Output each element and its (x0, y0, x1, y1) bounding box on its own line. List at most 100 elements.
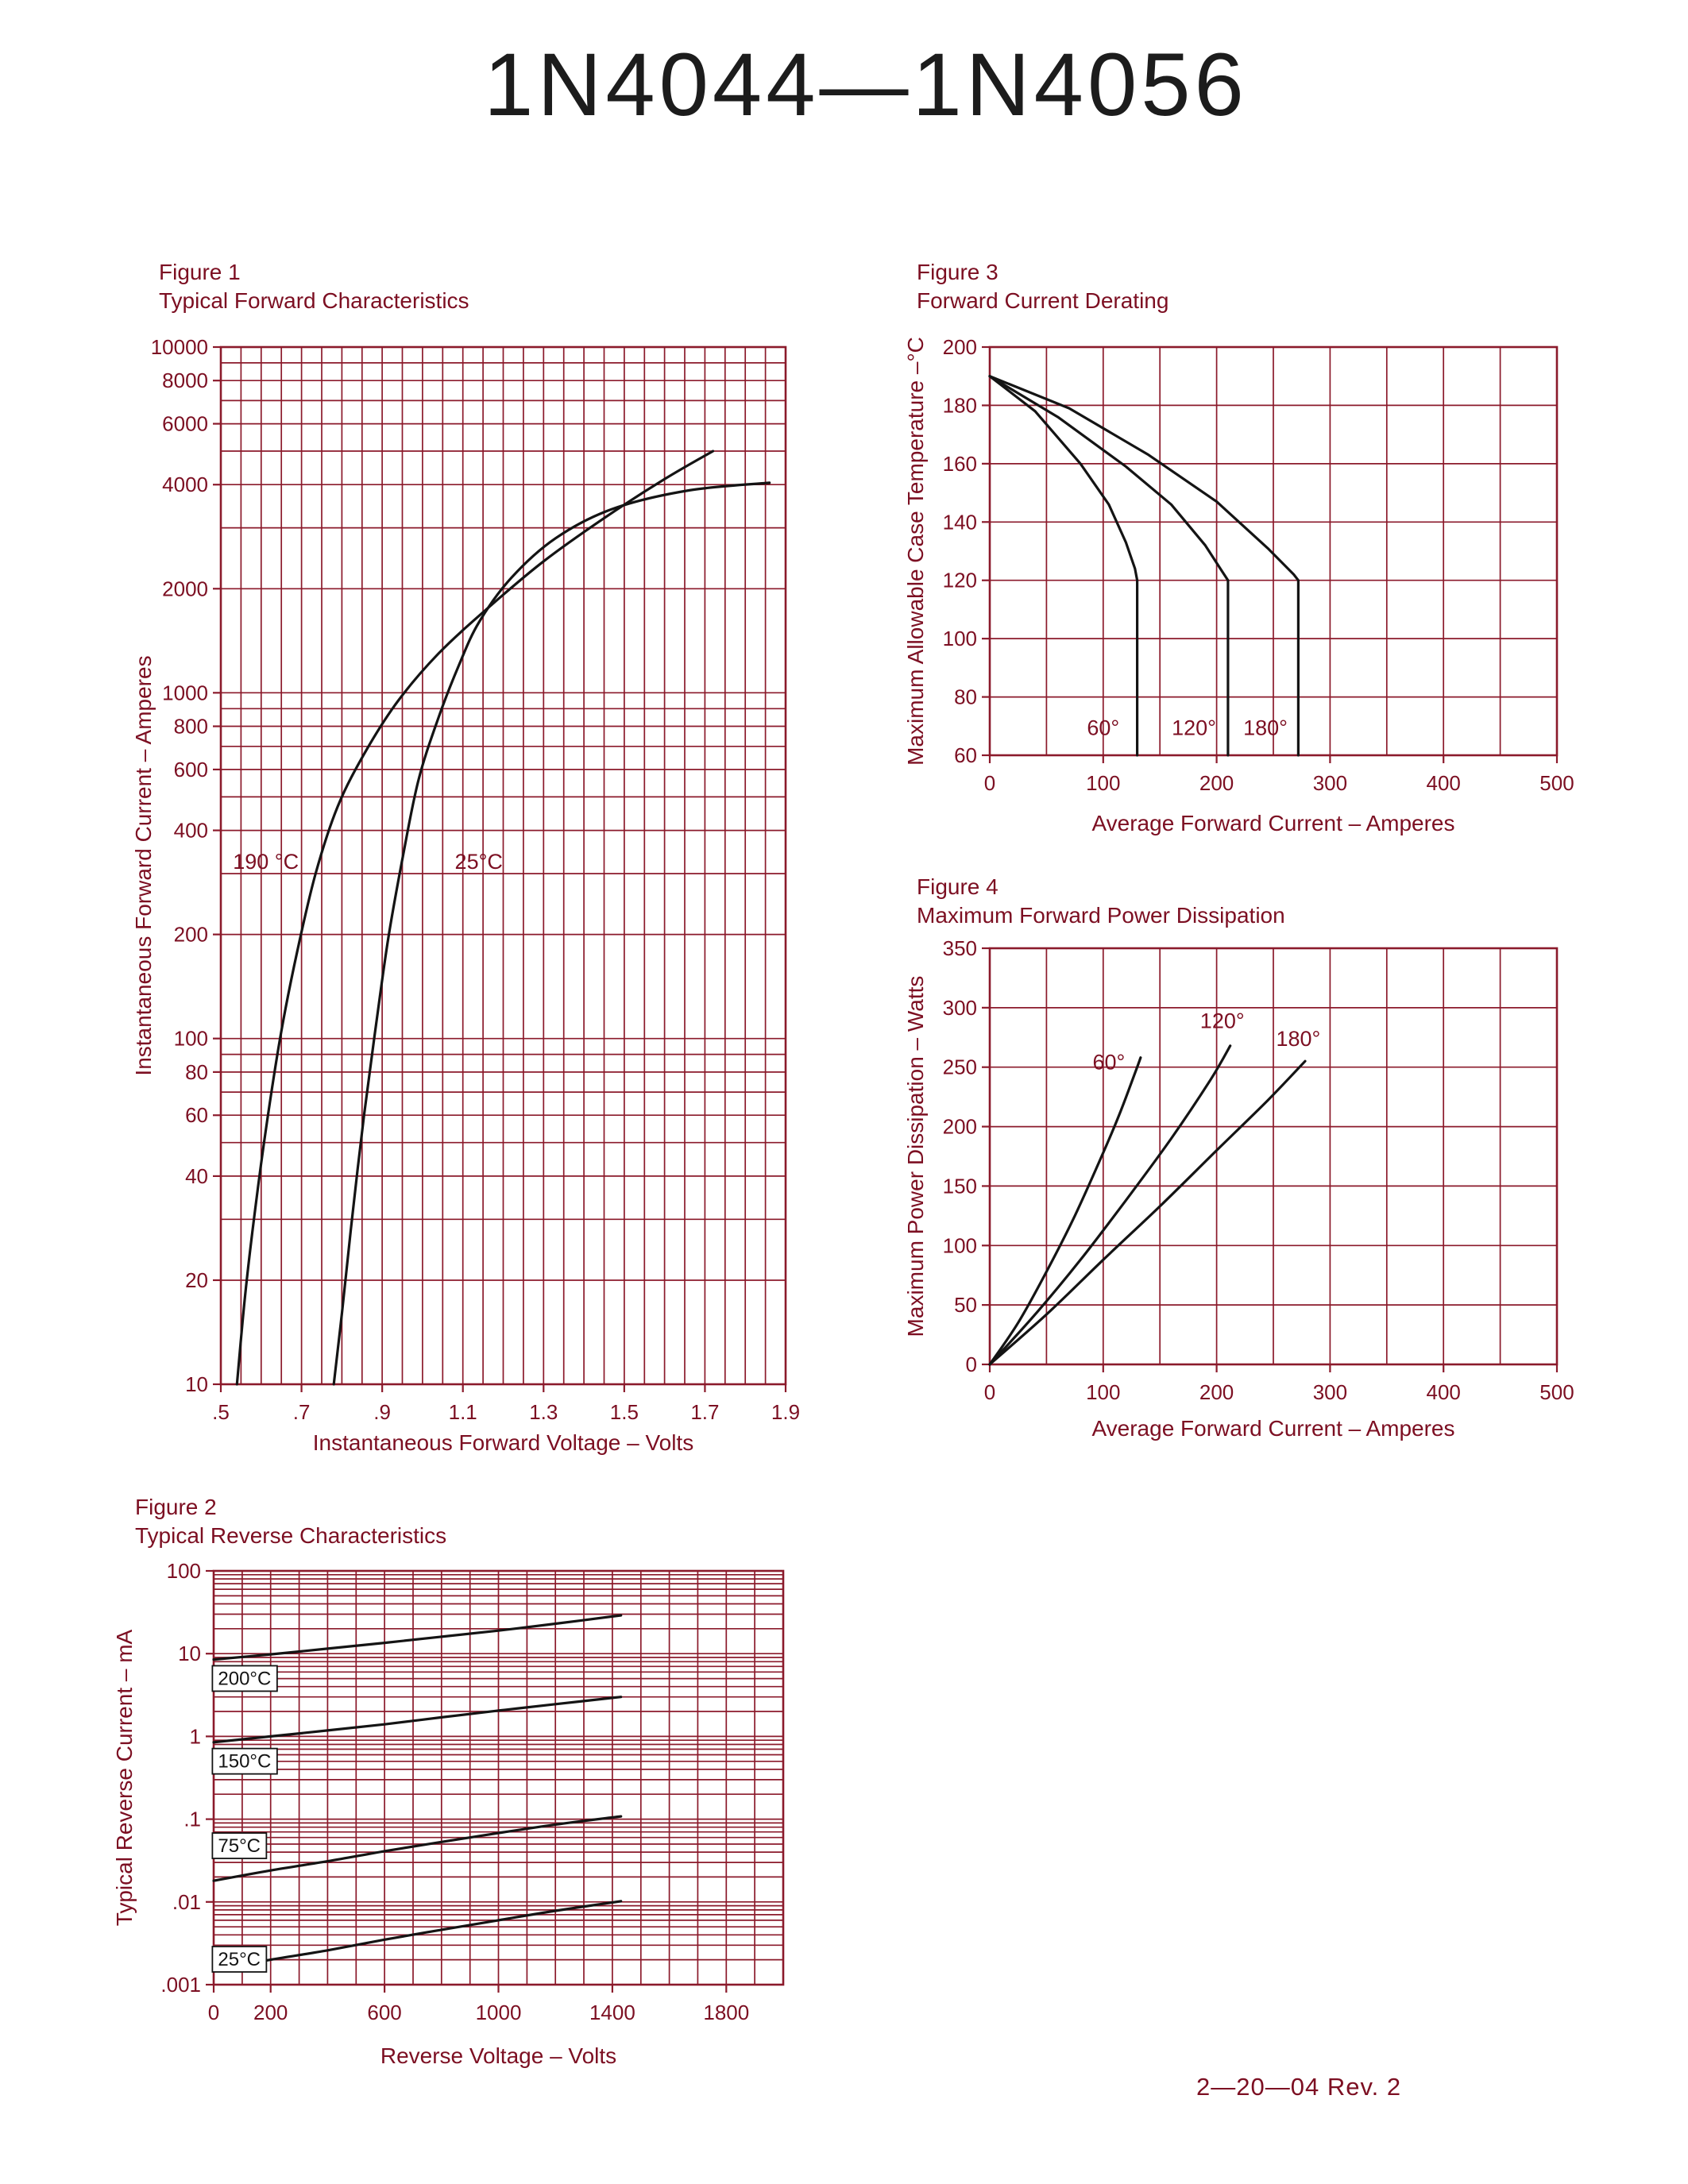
svg-text:500: 500 (1539, 771, 1574, 795)
svg-text:.001: .001 (160, 1973, 201, 1997)
svg-text:1800: 1800 (703, 2001, 749, 2024)
fig2-curve-label-box-75C (211, 1832, 268, 1859)
svg-text:100: 100 (167, 1559, 201, 1583)
fig4-curve-180 (988, 1059, 1307, 1366)
fig2-curve-75C (212, 1815, 623, 1882)
fig2-curve-200C (212, 1614, 623, 1661)
fig4-curve-label-120: 120° (1200, 1009, 1245, 1032)
svg-text:800: 800 (174, 715, 208, 739)
svg-text:.5: .5 (212, 1400, 230, 1424)
svg-text:10: 10 (178, 1642, 201, 1665)
fig4-x-axis-title: Average Forward Current – Amperes (1091, 1416, 1454, 1441)
svg-text:300: 300 (1313, 771, 1347, 795)
svg-text:1: 1 (190, 1724, 201, 1748)
svg-text:100: 100 (943, 1233, 977, 1257)
svg-text:200: 200 (174, 923, 208, 947)
svg-text:100: 100 (943, 627, 977, 650)
fig4: 0 100 200 300 400 500350300250200150100500Fig… (903, 874, 1574, 1441)
fig1: .5 .7 .9 1.1 1.3 1.5 1.7 1.9 10000 8000 6000 4000 20… (131, 260, 800, 1455)
svg-text:1.3: 1.3 (529, 1400, 558, 1424)
svg-text:1000: 1000 (476, 2001, 522, 2024)
fig1-plot-border (219, 345, 787, 1386)
svg-text:60: 60 (954, 743, 977, 767)
svg-text:400: 400 (1427, 771, 1461, 795)
fig1-curve-190C (235, 450, 715, 1386)
svg-text:.7: .7 (293, 1400, 311, 1424)
fig2-x-axis-title: Reverse Voltage – Volts (380, 2043, 616, 2068)
svg-text:4000: 4000 (162, 473, 208, 496)
fig4-plot-border (988, 947, 1559, 1366)
svg-text:120: 120 (943, 569, 977, 592)
fig3-plot-border (988, 345, 1559, 757)
svg-text:.1: .1 (183, 1808, 201, 1831)
fig3-tick-labels: 0 100 200 300 400 500 200 180 160 140 120 100 80 60 (943, 335, 1574, 795)
fig2-curve-label-box-200C (211, 1665, 278, 1692)
fig4-curve-label-60: 60° (1093, 1051, 1126, 1075)
fig3-curve-60 (988, 375, 1139, 757)
fig2-grid (213, 1570, 784, 1985)
fig2-curve-label-25C: 25°C (218, 1949, 261, 1970)
fig3-y-axis-title: Maximum Allowable Case Temperature –°C (903, 337, 928, 766)
svg-text:2000: 2000 (162, 577, 208, 600)
svg-text:100: 100 (1086, 1380, 1120, 1404)
svg-text:250: 250 (943, 1055, 977, 1079)
svg-text:1.9: 1.9 (771, 1400, 800, 1424)
fig1-curve-25C (332, 481, 771, 1386)
svg-text:1.5: 1.5 (610, 1400, 639, 1424)
fig4-subtitle: Maximum Forward Power Dissipation (917, 903, 1285, 928)
revision-note: 2—20—04 Rev. 2 (1196, 2073, 1402, 2101)
svg-text:6000: 6000 (162, 412, 208, 436)
fig2-curve-label-box-150C (211, 1747, 278, 1775)
fig3-curve-180 (988, 375, 1300, 757)
fig3-curve-label-60: 60° (1087, 716, 1119, 739)
fig1-curve-label-190C: 190 °C (233, 850, 299, 874)
svg-text:180: 180 (943, 393, 977, 417)
svg-text:160: 160 (943, 452, 977, 476)
svg-text:100: 100 (1086, 771, 1120, 795)
fig3-curve-label-120: 120° (1172, 716, 1216, 739)
svg-text:600: 600 (174, 758, 208, 781)
fig2-curve-label-150C: 150°C (218, 1751, 271, 1773)
fig1-x-axis-title: Instantaneous Forward Voltage – Volts (313, 1430, 693, 1455)
page-title: 1N4044—1N4056 (484, 35, 1248, 134)
fig3: 0 100 200 300 400 500 200 180 160 140 120 100 80 60 Fi… (903, 260, 1574, 835)
svg-text:.01: .01 (172, 1890, 201, 1914)
svg-text:1400: 1400 (589, 2001, 635, 2024)
svg-text:1000: 1000 (162, 681, 208, 704)
fig2-curve-150C (212, 1696, 623, 1744)
svg-text:150: 150 (943, 1174, 977, 1198)
svg-text:500: 500 (1539, 1380, 1574, 1404)
svg-text:10000: 10000 (151, 335, 208, 359)
fig3-x-axis-title: Average Forward Current – Amperes (1091, 811, 1454, 835)
fig2-curve-25C (212, 1900, 623, 1972)
svg-text:80: 80 (954, 685, 977, 709)
fig1-tick-labels: .5 .7 .9 1.1 1.3 1.5 1.7 1.9 10000 8000 6000 4000 20… (151, 335, 800, 1424)
svg-text:400: 400 (174, 819, 208, 843)
svg-text:8000: 8000 (162, 369, 208, 392)
svg-text:10: 10 (185, 1372, 208, 1396)
svg-text:600: 600 (367, 2001, 401, 2024)
svg-text:200: 200 (943, 335, 977, 359)
svg-text:20: 20 (185, 1268, 208, 1292)
fig3-title: Figure 3 (917, 260, 999, 284)
svg-text:.9: .9 (373, 1400, 391, 1424)
svg-text:1.1: 1.1 (449, 1400, 477, 1424)
svg-text:200: 200 (1199, 771, 1234, 795)
svg-text:0: 0 (984, 771, 995, 795)
svg-text:300: 300 (943, 996, 977, 1020)
fig4-curve-120 (988, 1044, 1232, 1366)
svg-text:350: 350 (943, 936, 977, 960)
fig2-subtitle: Typical Reverse Characteristics (135, 1523, 446, 1548)
fig4-title: Figure 4 (917, 874, 999, 899)
fig1-y-axis-title: Instantaneous Forward Current – Amperes (131, 655, 156, 1075)
fig1-grid (220, 346, 786, 1385)
fig3-curve-120 (988, 375, 1230, 757)
svg-text:1.7: 1.7 (690, 1400, 719, 1424)
fig2-title: Figure 2 (135, 1495, 217, 1519)
fig4-curve-label-180: 180° (1276, 1027, 1320, 1051)
fig3-curve-label-180: 180° (1243, 716, 1288, 739)
fig2-y-axis-title: Typical Reverse Current – mA (112, 1629, 137, 1926)
svg-text:200: 200 (943, 1115, 977, 1139)
